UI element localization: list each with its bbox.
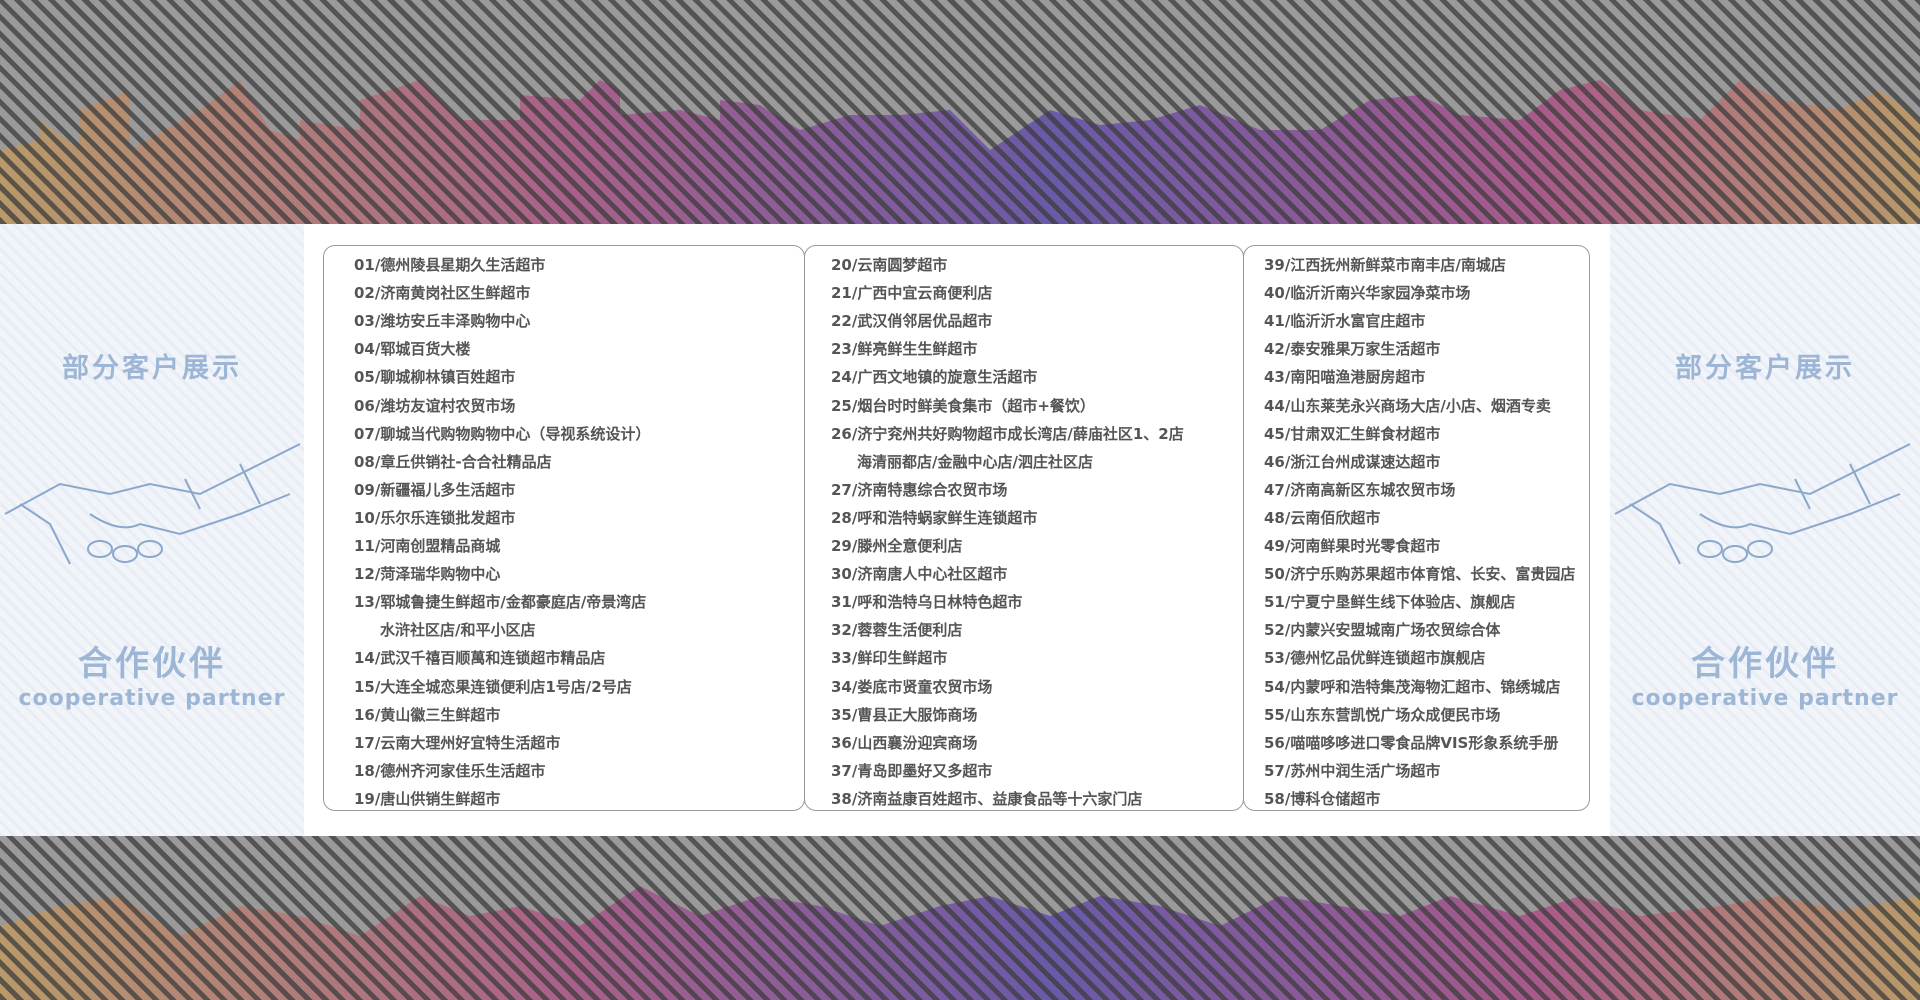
client-line: 28/呼和浩特蜗家鲜生连锁超市 [831, 508, 1038, 527]
client-line: 03/潍坊安丘丰泽购物中心 [354, 312, 531, 331]
client-line: 25/烟台时时鲜美食集市（超市+餐饮） [831, 396, 1095, 415]
client-line: 19/唐山供销生鲜超市 [354, 789, 501, 808]
side-subtitle: 合作伙伴 [78, 644, 226, 684]
client-line: 51/宁夏宁垦鲜生线下体验店、旗舰店 [1264, 593, 1516, 612]
handshake-icon [1614, 443, 1911, 565]
side-subtitle-en: cooperative partner [18, 686, 286, 711]
side-subtitle: 合作伙伴 [1691, 644, 1839, 684]
side-title: 部分客户展示 [1675, 353, 1855, 384]
client-line: 56/喵喵哆哆进口零食品牌VIS形象系统手册 [1264, 733, 1559, 752]
client-line: 35/曹县正大服饰商场 [831, 705, 978, 724]
client-line: 36/山西襄汾迎宾商场 [831, 733, 978, 752]
client-line: 水浒社区店/和平小区店 [380, 621, 536, 640]
client-line: 05/聊城柳林镇百姓超市 [354, 368, 516, 387]
client-line: 23/鲜亮鲜生生鲜超市 [831, 340, 978, 359]
side-panel: 部分客户展示 合作伙伴 cooperative partner [1610, 224, 1920, 836]
client-line: 49/河南鲜果时光零食超市 [1264, 537, 1441, 555]
client-line: 52/内蒙兴安盟城南广场农贸综合体 [1264, 621, 1501, 640]
client-line: 26/济宁兖州共好购物超市成长湾店/薛庙社区1、2店 [831, 424, 1184, 443]
client-line: 33/鲜印生鲜超市 [831, 649, 948, 668]
client-line: 40/临沂沂南兴华家园净菜市场 [1264, 284, 1471, 303]
client-line: 16/黄山徽三生鲜超市 [354, 705, 501, 724]
client-line: 17/云南大理州好宜特生活超市 [354, 733, 561, 752]
client-line: 海清丽都店/金融中心店/泗庄社区店 [857, 452, 1093, 471]
client-line: 15/大连全城恋果连锁便利店1号店/2号店 [354, 677, 632, 696]
top-banner [0, 0, 1920, 224]
client-line: 21/广西中宜云商便利店 [831, 284, 993, 303]
client-line: 11/河南创盟精品商城 [354, 537, 501, 555]
client-line: 29/滕州全意便利店 [831, 537, 963, 555]
stripes [0, 0, 1920, 224]
client-line: 08/章丘供销社-合合社精品店 [354, 452, 552, 471]
client-line: 27/济南特惠综合农贸市场 [831, 480, 1008, 499]
client-line: 31/呼和浩特乌日林特色超市 [831, 593, 1023, 612]
client-line: 22/武汉俏邻居优品超市 [831, 312, 993, 331]
client-line: 50/济宁乐购苏果超市体育馆、长安、富贵园店 [1264, 565, 1576, 584]
client-line: 02/济南黄岗社区生鲜超市 [354, 284, 531, 303]
list-box [1243, 245, 1590, 811]
client-line: 54/内蒙呼和浩特集茂海物汇超市、锦绣城店 [1264, 677, 1561, 696]
client-line: 18/德州齐河家佳乐生活超市 [354, 761, 546, 780]
client-line: 13/郓城鲁捷生鲜超市/金都豪庭店/帝景湾店 [354, 593, 647, 612]
client-line: 43/南阳喵渔港厨房超市 [1264, 368, 1426, 387]
client-line: 39/江西抚州新鲜菜市南丰店/南城店 [1264, 256, 1506, 274]
side-subtitle-en: cooperative partner [1631, 686, 1899, 711]
client-line: 30/济南唐人中心社区超市 [831, 565, 1008, 584]
client-line: 06/潍坊友谊村农贸市场 [354, 396, 516, 415]
client-line: 42/泰安雅果万家生活超市 [1264, 340, 1441, 359]
client-line: 41/临沂沂水富官庄超市 [1264, 312, 1426, 331]
stripes [0, 836, 1920, 1000]
client-line: 47/济南高新区东城农贸市场 [1264, 480, 1456, 499]
client-line: 24/广西文地镇的旋意生活超市 [831, 368, 1038, 387]
side-panel: 部分客户展示 合作伙伴 cooperative partner [0, 224, 304, 836]
client-line: 09/新疆福儿多生活超市 [354, 480, 516, 499]
client-line: 32/蓉蓉生活便利店 [831, 621, 963, 640]
client-line: 07/聊城当代购物购物中心（导视系统设计） [354, 424, 651, 443]
client-line: 46/浙江台州成谋速达超市 [1264, 452, 1441, 471]
client-line: 37/青岛即墨好又多超市 [831, 761, 993, 780]
bottom-banner [0, 836, 1920, 1000]
client-line: 55/山东东营凯悦广场众成便民市场 [1264, 705, 1501, 724]
client-line: 57/苏州中润生活广场超市 [1264, 761, 1441, 780]
client-line: 04/郓城百货大楼 [354, 340, 471, 359]
client-line: 12/菏泽瑞华购物中心 [354, 565, 501, 584]
client-line: 10/乐尔乐连锁批发超市 [354, 508, 516, 527]
client-line: 44/山东莱芜永兴商场大店/小店、烟酒专卖 [1264, 396, 1551, 415]
client-line: 38/济南益康百姓超市、益康食品等十六家门店 [831, 789, 1143, 808]
client-line: 48/云南佰欣超市 [1264, 508, 1381, 527]
client-line: 20/云南圆梦超市 [831, 256, 948, 274]
client-line: 45/甘肃双汇生鲜食材超市 [1264, 424, 1441, 443]
handshake-icon [4, 443, 301, 565]
client-line: 58/博科仓储超市 [1264, 789, 1381, 808]
side-title: 部分客户展示 [62, 353, 242, 384]
client-line: 53/德州忆品优鲜连锁超市旗舰店 [1264, 649, 1486, 668]
client-line: 14/武汉千禧百顺萬和连锁超市精品店 [354, 649, 606, 668]
client-line: 01/德州陵县星期久生活超市 [354, 256, 546, 274]
client-line: 34/娄底市贤童农贸市场 [831, 677, 993, 696]
